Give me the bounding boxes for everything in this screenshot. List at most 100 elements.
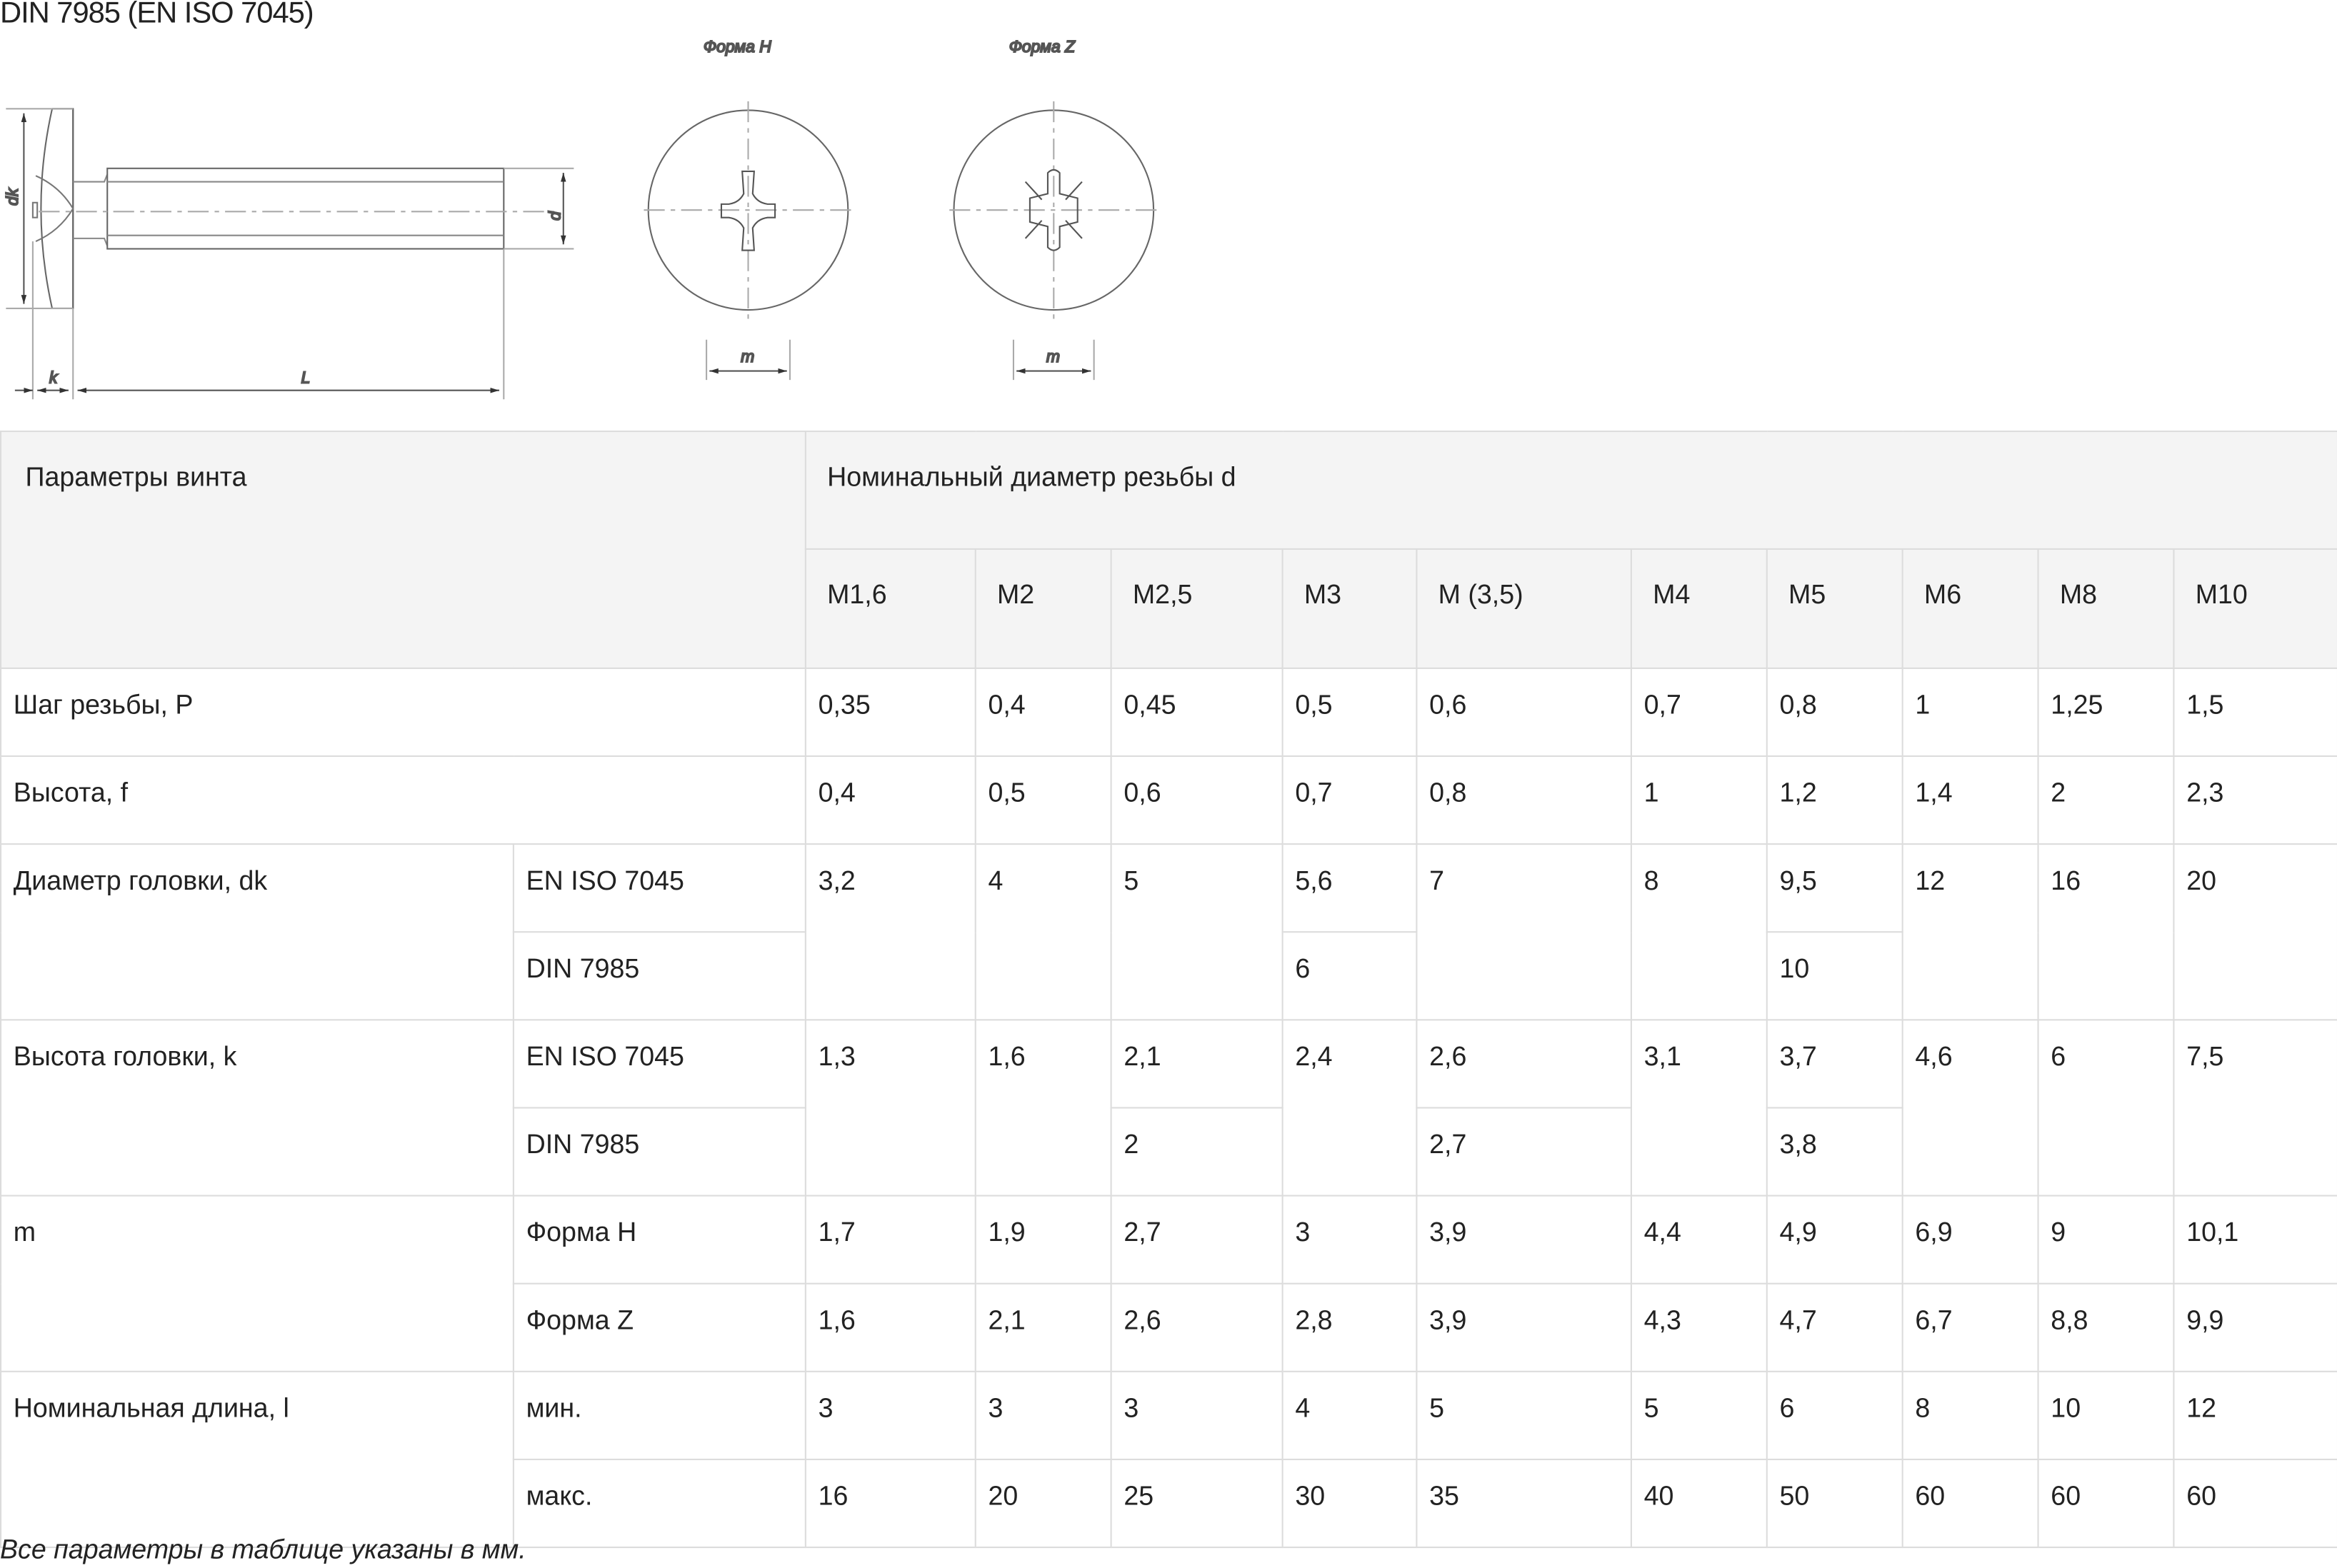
value-cell: 2,3 <box>2173 755 2337 845</box>
value-cell: 0,6 <box>1416 667 1632 758</box>
value-cell: 35 <box>1416 1458 1632 1549</box>
value-cell: 0,8 <box>1416 755 1632 845</box>
table-row: Высота, f 0,4 0,5 0,6 0,7 0,8 1 1,2 1,4 2 2,3 <box>0 755 2337 845</box>
value-cell: 20 <box>974 1458 1112 1549</box>
value-cell: 16 <box>2037 843 2175 1021</box>
L-label: L <box>301 368 311 386</box>
document-title: DIN 7985 (EN ISO 7045) <box>0 0 314 30</box>
row-label: Шаг резьбы, P <box>0 667 806 758</box>
value-cell: 3,9 <box>1416 1282 1632 1372</box>
value-cell: 0,45 <box>1110 667 1283 758</box>
value-cell: 2,6 <box>1110 1282 1283 1372</box>
value-cell: 8 <box>1630 843 1768 1021</box>
value-cell: 3,2 <box>804 843 976 1021</box>
value-cell: 0,7 <box>1630 667 1768 758</box>
value-cell: 8 <box>1901 1370 2039 1460</box>
value-cell: 2,7 <box>1416 1107 1632 1197</box>
value-cell: 1 <box>1630 755 1768 845</box>
size-header-cell: M2,5 <box>1110 548 1283 669</box>
value-cell: 60 <box>2173 1458 2337 1549</box>
row-label: Номинальная длина, l <box>0 1370 514 1549</box>
table-row: макс. 16 20 25 30 35 40 50 60 60 60 <box>1 1458 2337 1549</box>
value-cell: 9,9 <box>2173 1282 2337 1372</box>
size-header-cell: M6 <box>1901 548 2039 669</box>
size-header-cell: M1,6 <box>804 548 976 669</box>
value-cell: 1,6 <box>974 1019 1112 1197</box>
value-cell: 30 <box>1281 1458 1418 1549</box>
m-label-h: m <box>741 347 754 366</box>
table-row: Номинальная длина, l мин. 3 3 3 4 5 5 6 8 10 12 <box>0 1370 2337 1549</box>
d-label: d <box>546 211 564 221</box>
value-cell: 7 <box>1416 843 1632 1021</box>
value-cell: 2 <box>2037 755 2175 845</box>
value-cell: 2,1 <box>1110 1019 1283 1109</box>
value-cell: 4,4 <box>1630 1195 1768 1285</box>
value-cell: 4,7 <box>1766 1282 1903 1372</box>
value-cell: 4,9 <box>1766 1195 1903 1285</box>
row-label: Диаметр головки, dk <box>0 843 514 1021</box>
table-row: m Форма H 1,7 1,9 2,7 3 3,9 4,4 4,9 6,9 9 10,1 <box>0 1195 2337 1372</box>
value-cell: 2,1 <box>974 1282 1112 1372</box>
nominal-diameter-header: Номинальный диаметр резьбы d <box>804 431 2337 550</box>
value-cell: 3,8 <box>1766 1107 1903 1197</box>
value-cell: 0,8 <box>1766 667 1903 758</box>
value-cell: 3 <box>1110 1370 1283 1460</box>
value-cell: 5,6 <box>1281 843 1418 933</box>
value-cell: 12 <box>2173 1370 2337 1460</box>
form-h-title: Форма H <box>704 37 771 56</box>
size-header-cell: M (3,5) <box>1416 548 1632 669</box>
value-cell: 20 <box>2173 843 2337 1021</box>
value-cell: 0,5 <box>1281 667 1418 758</box>
value-cell: 0,6 <box>1110 755 1283 845</box>
value-cell: 60 <box>2037 1458 2175 1549</box>
size-header-cell: M10 <box>2173 548 2337 669</box>
value-cell: 16 <box>804 1458 976 1549</box>
sub-label: Форма Z <box>512 1282 806 1372</box>
value-cell: 1,25 <box>2037 667 2175 758</box>
sub-label: макс. <box>512 1458 806 1549</box>
value-cell: 10 <box>2037 1370 2175 1460</box>
value-cell: 50 <box>1766 1458 1903 1549</box>
value-cell: 7,5 <box>2173 1019 2337 1197</box>
value-cell: 3,9 <box>1416 1195 1632 1285</box>
value-cell: 25 <box>1110 1458 1283 1549</box>
size-header-cell: M3 <box>1281 548 1418 669</box>
value-cell: 1,9 <box>974 1195 1112 1285</box>
screw-technical-drawing: dk d k L Форма H m Форма Z m <box>2 36 1163 400</box>
value-cell: 1,7 <box>804 1195 976 1285</box>
size-header-cell: M5 <box>1766 548 1903 669</box>
value-cell: 6 <box>2037 1019 2175 1197</box>
value-cell: 1,3 <box>804 1019 976 1197</box>
row-label: Высота головки, k <box>0 1019 514 1197</box>
value-cell: 5 <box>1110 843 1283 1021</box>
form-z-view: Форма Z m <box>949 36 1163 381</box>
value-cell: 10,1 <box>2173 1195 2337 1285</box>
value-cell: 6,9 <box>1901 1195 2039 1285</box>
sizes-header-row: M1,6 M2 M2,5 M3 M (3,5) M4 M5 M6 M8 M10 <box>1 548 2337 669</box>
m-label-z: m <box>1046 347 1060 366</box>
size-header-cell: M8 <box>2037 548 2175 669</box>
value-cell: 2,4 <box>1281 1019 1418 1197</box>
table-row: Высота головки, k EN ISO 7045 1,3 1,6 2,1 2,4… <box>0 1019 2337 1197</box>
value-cell: 3 <box>1281 1195 1418 1285</box>
value-cell: 5 <box>1630 1370 1768 1460</box>
sub-label: EN ISO 7045 <box>512 843 806 933</box>
value-cell: 4,3 <box>1630 1282 1768 1372</box>
value-cell: 0,5 <box>974 755 1112 845</box>
row-label: m <box>0 1195 514 1372</box>
header-row: Параметры винта Номинальный диаметр резь… <box>0 431 2337 669</box>
value-cell: 4 <box>974 843 1112 1021</box>
value-cell: 6 <box>1766 1370 1903 1460</box>
value-cell: 0,4 <box>974 667 1112 758</box>
table-row: DIN 7985 2 2,7 3,8 <box>1 1107 2337 1197</box>
value-cell: 9,5 <box>1766 843 1903 933</box>
table-row: Диаметр головки, dk EN ISO 7045 3,2 4 5 5,6 7 8… <box>0 843 2337 1021</box>
value-cell: 60 <box>1901 1458 2039 1549</box>
value-cell: 2 <box>1110 1107 1283 1197</box>
value-cell: 8,8 <box>2037 1282 2175 1372</box>
sub-label: мин. <box>512 1370 806 1460</box>
value-cell: 10 <box>1766 931 1903 1021</box>
value-cell: 0,35 <box>804 667 976 758</box>
value-cell: 3,1 <box>1630 1019 1768 1197</box>
